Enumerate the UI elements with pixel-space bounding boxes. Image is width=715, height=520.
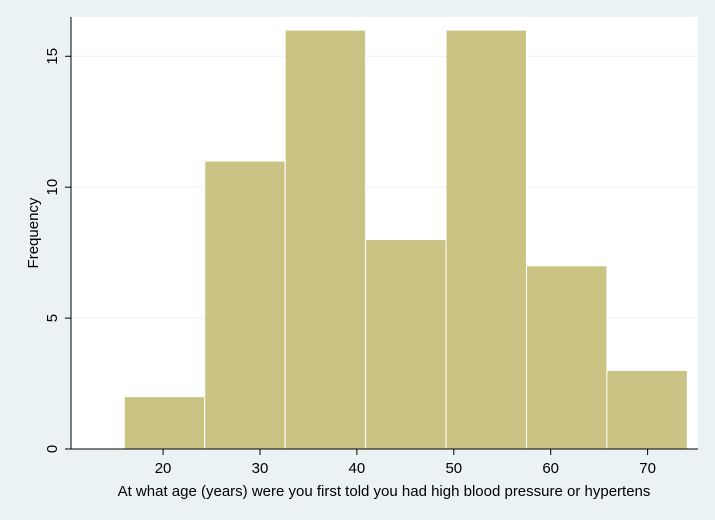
histogram-bar — [445, 29, 527, 450]
x-axis-title: At what age (years) were you first told … — [118, 483, 651, 500]
y-tick-label: 10 — [44, 179, 61, 196]
y-tick-label: 5 — [44, 314, 61, 322]
x-tick-label: 60 — [542, 460, 559, 477]
y-tick-label: 15 — [44, 48, 61, 65]
histogram-bar — [123, 396, 206, 450]
y-tick-label: 0 — [44, 445, 61, 453]
x-tick-label: 70 — [639, 460, 656, 477]
histogram-bar — [284, 29, 367, 450]
histogram-bar — [606, 369, 688, 450]
x-tick-label: 30 — [252, 460, 269, 477]
histogram-bar — [365, 239, 447, 450]
histogram-bar — [204, 160, 286, 450]
x-tick-label: 40 — [349, 460, 366, 477]
x-tick-label: 20 — [155, 460, 172, 477]
histogram-bar — [525, 265, 608, 450]
bars-layer — [123, 29, 688, 450]
x-ticks-layer: 20 30 40 50 60 70 — [155, 449, 656, 477]
y-ticks-layer: 0 5 10 15 — [44, 48, 71, 453]
x-tick-label: 50 — [445, 460, 462, 477]
y-axis-title: Frequency — [25, 197, 42, 268]
